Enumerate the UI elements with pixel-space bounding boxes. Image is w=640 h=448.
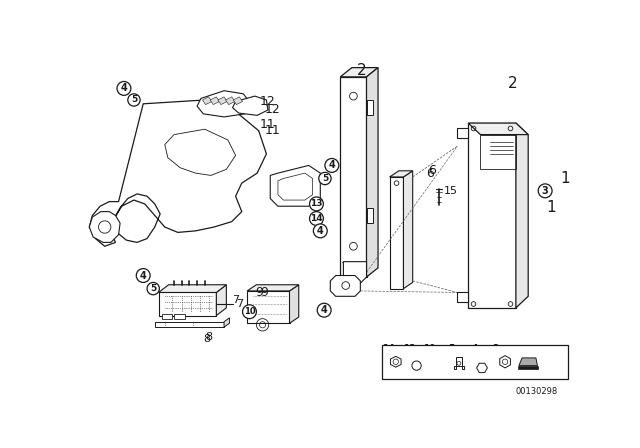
Polygon shape xyxy=(90,100,266,246)
Text: 4: 4 xyxy=(317,226,324,236)
Polygon shape xyxy=(477,363,488,373)
Text: 9: 9 xyxy=(260,286,268,299)
Circle shape xyxy=(538,184,552,198)
Text: 4: 4 xyxy=(328,160,335,170)
Polygon shape xyxy=(458,293,468,302)
Polygon shape xyxy=(403,171,413,289)
Polygon shape xyxy=(197,91,251,117)
Text: 00130298: 00130298 xyxy=(515,387,557,396)
Text: 7: 7 xyxy=(232,295,239,305)
Text: 14: 14 xyxy=(310,214,323,223)
Polygon shape xyxy=(224,318,230,327)
Polygon shape xyxy=(367,68,378,277)
Polygon shape xyxy=(330,276,360,296)
Text: 4: 4 xyxy=(120,83,127,94)
Polygon shape xyxy=(225,97,235,104)
Polygon shape xyxy=(218,97,227,104)
Text: 4: 4 xyxy=(471,344,477,353)
Polygon shape xyxy=(390,177,403,289)
Polygon shape xyxy=(90,211,120,242)
Polygon shape xyxy=(155,322,224,327)
Circle shape xyxy=(412,361,421,370)
Circle shape xyxy=(457,362,461,365)
Circle shape xyxy=(310,197,323,211)
Text: 14: 14 xyxy=(381,344,394,353)
Polygon shape xyxy=(382,345,568,379)
Text: 13: 13 xyxy=(310,199,323,208)
Polygon shape xyxy=(367,100,372,116)
Circle shape xyxy=(117,82,131,95)
Circle shape xyxy=(136,269,150,282)
Text: 6: 6 xyxy=(426,167,433,180)
Circle shape xyxy=(317,303,331,317)
Circle shape xyxy=(502,359,508,365)
Polygon shape xyxy=(340,68,378,77)
Circle shape xyxy=(128,94,140,106)
Polygon shape xyxy=(162,314,172,319)
Text: 11: 11 xyxy=(260,118,276,131)
Text: 5: 5 xyxy=(150,284,156,293)
Polygon shape xyxy=(518,366,538,369)
Polygon shape xyxy=(159,293,216,315)
Text: 12: 12 xyxy=(265,103,280,116)
Text: 10: 10 xyxy=(244,307,255,316)
Text: 3: 3 xyxy=(492,344,498,353)
Polygon shape xyxy=(468,123,516,308)
Polygon shape xyxy=(516,123,528,308)
Text: 4: 4 xyxy=(140,271,147,280)
Text: 7: 7 xyxy=(236,299,243,309)
Circle shape xyxy=(393,359,399,365)
Polygon shape xyxy=(278,173,312,200)
Text: 12: 12 xyxy=(260,95,276,108)
Polygon shape xyxy=(174,314,185,319)
Circle shape xyxy=(314,224,327,238)
Circle shape xyxy=(243,305,257,319)
Circle shape xyxy=(325,159,339,172)
Text: 1: 1 xyxy=(547,200,556,215)
Text: 15: 15 xyxy=(444,186,458,196)
Polygon shape xyxy=(390,356,401,367)
Polygon shape xyxy=(454,357,464,370)
Circle shape xyxy=(147,282,159,295)
Circle shape xyxy=(319,172,331,185)
Polygon shape xyxy=(367,208,372,223)
Polygon shape xyxy=(344,262,367,285)
Polygon shape xyxy=(519,358,538,366)
Text: 10: 10 xyxy=(424,344,436,353)
Text: 11: 11 xyxy=(265,124,280,137)
Polygon shape xyxy=(468,123,528,134)
Text: 5: 5 xyxy=(448,344,454,353)
Polygon shape xyxy=(216,285,227,315)
Text: 8: 8 xyxy=(203,334,210,344)
Text: 4: 4 xyxy=(321,305,328,315)
Polygon shape xyxy=(390,171,413,177)
Text: 2: 2 xyxy=(508,76,518,90)
Text: 2: 2 xyxy=(357,63,367,78)
Polygon shape xyxy=(458,129,468,138)
Polygon shape xyxy=(210,97,220,104)
Text: 1: 1 xyxy=(561,171,570,186)
Polygon shape xyxy=(232,96,268,116)
Text: 8: 8 xyxy=(205,332,212,342)
Text: 5: 5 xyxy=(131,95,137,104)
Text: 3: 3 xyxy=(542,186,548,196)
Polygon shape xyxy=(340,77,367,277)
Polygon shape xyxy=(270,165,320,206)
Polygon shape xyxy=(500,356,511,368)
Polygon shape xyxy=(247,291,289,323)
Text: 6: 6 xyxy=(428,164,436,177)
Text: 9: 9 xyxy=(255,286,262,299)
Polygon shape xyxy=(234,97,243,104)
Polygon shape xyxy=(289,285,299,323)
Polygon shape xyxy=(159,285,227,293)
Polygon shape xyxy=(164,129,236,176)
Polygon shape xyxy=(202,97,212,104)
Polygon shape xyxy=(247,285,299,291)
Text: 5: 5 xyxy=(322,174,328,183)
Circle shape xyxy=(310,211,323,225)
Text: 13: 13 xyxy=(403,344,415,353)
